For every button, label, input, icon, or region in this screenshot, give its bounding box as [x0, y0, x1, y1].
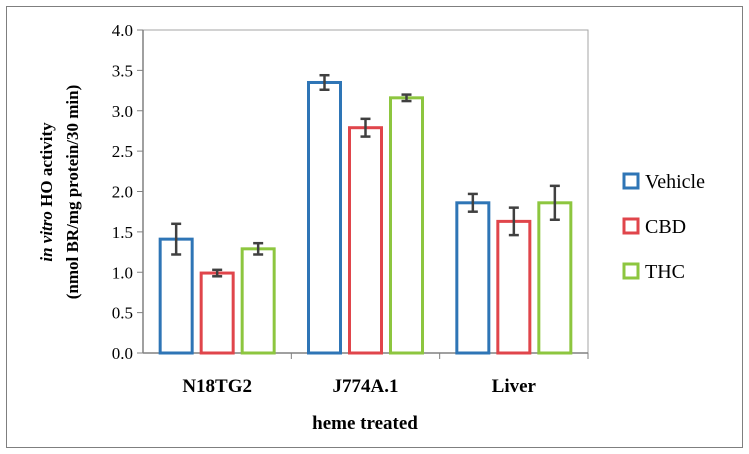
legend: Vehicle CBD THC: [622, 171, 705, 283]
error-bar: [467, 192, 478, 213]
bar-cbd-n18tg2: [199, 271, 235, 355]
error-bar: [212, 268, 223, 278]
legend-label: Vehicle: [645, 171, 705, 193]
y-axis-title-rest: HO activity: [37, 122, 56, 211]
error-bar: [401, 93, 412, 103]
legend-swatch: [622, 217, 640, 235]
bar-cbd-liver: [496, 219, 532, 355]
y-tick-label: 2.0: [112, 183, 133, 202]
legend-swatch: [622, 172, 640, 190]
y-axis-title-line1: in vitro HO activity: [37, 122, 56, 262]
y-tick-label: 2.5: [112, 142, 133, 161]
legend-item-thc: THC: [622, 261, 685, 283]
legend-label: THC: [645, 261, 685, 283]
error-bar: [253, 241, 264, 256]
bar-thc-n18tg2: [240, 247, 276, 355]
x-axis-title: heme treated: [312, 413, 418, 434]
bar-vehicle-liver: [455, 201, 491, 355]
legend-label: CBD: [645, 216, 686, 238]
error-bar: [360, 117, 371, 138]
error-bars-group: [171, 73, 560, 278]
error-bar: [549, 184, 560, 222]
x-category-labels: N18TG2 J774A.1 Liver: [182, 353, 589, 397]
bar-thc-liver: [537, 201, 573, 355]
bar-thc-j774a1: [389, 96, 424, 355]
legend-swatch: [622, 262, 640, 280]
error-bar: [171, 222, 182, 256]
y-tick-label: 4.0: [112, 21, 133, 40]
x-category-label: N18TG2: [182, 376, 252, 397]
legend-item-cbd: CBD: [622, 216, 686, 238]
legend-item-vehicle: Vehicle: [622, 171, 705, 193]
y-axis-title-line2: (nmol BR/mg protein/30 min): [63, 85, 82, 300]
y-tick-label: 3.5: [112, 61, 133, 80]
y-tick-label: 1.0: [112, 263, 133, 282]
bars-group: [158, 80, 573, 355]
y-tick-label: 1.5: [112, 223, 133, 242]
y-tick-labels: 0.0 0.5 1.0 1.5 2.0 2.5 3.0 3.5 4.0: [112, 21, 143, 363]
y-axis-title-italic: in vitro: [37, 211, 56, 262]
y-tick-label: 0.0: [112, 344, 133, 363]
x-category-label: Liver: [492, 376, 537, 397]
error-bar: [508, 206, 519, 237]
x-category-label: J774A.1: [333, 376, 399, 397]
error-bar: [319, 73, 330, 92]
bar-cbd-j774a1: [348, 126, 383, 355]
bar-vehicle-n18tg2: [158, 237, 194, 355]
y-tick-label: 3.0: [112, 102, 133, 121]
bar-vehicle-j774a1: [307, 80, 342, 355]
y-tick-label: 0.5: [112, 304, 133, 323]
